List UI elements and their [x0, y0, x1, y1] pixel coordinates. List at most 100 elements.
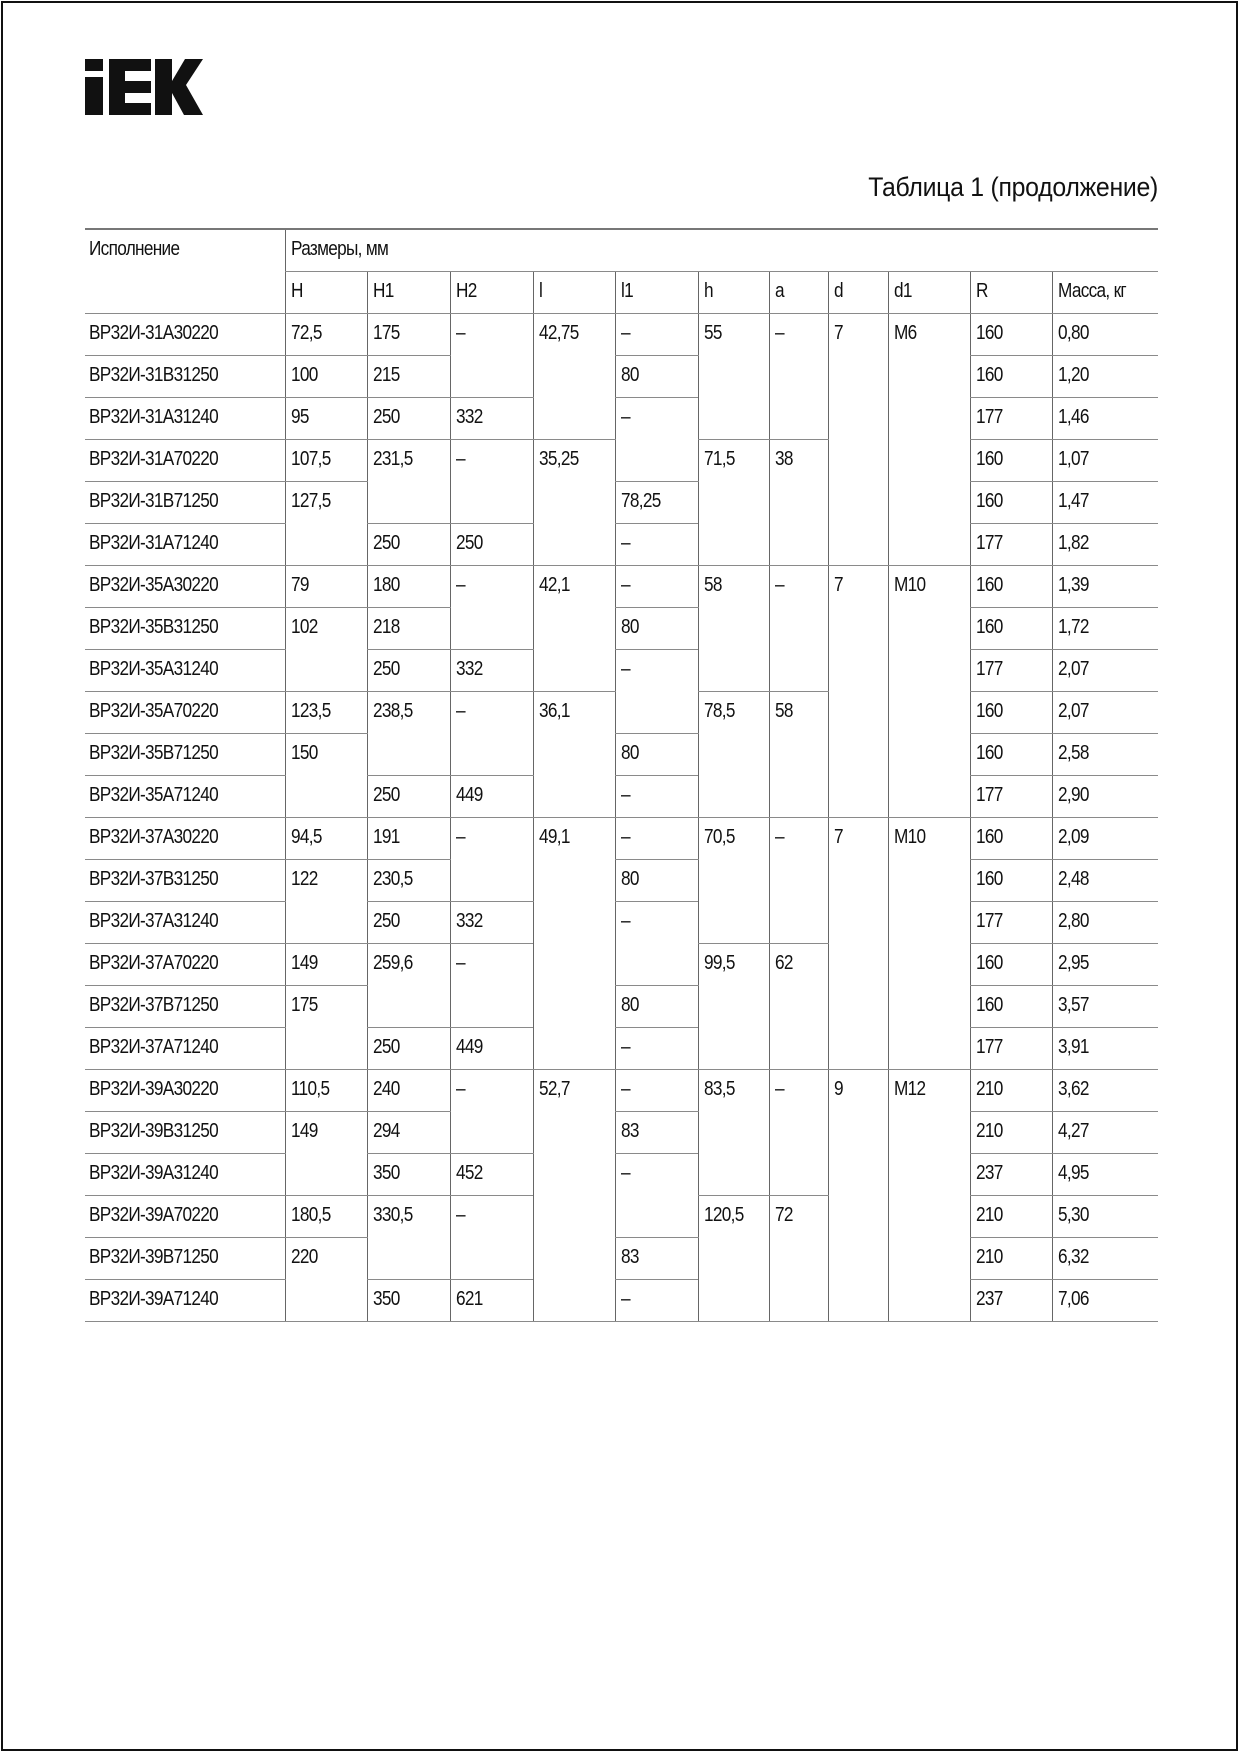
model-cell: ВР32И-39В71250	[85, 1236, 285, 1280]
table-row: ВР32И-31А31240 95 250 332 – 177 1,46	[85, 396, 1159, 482]
value-cell: 127,5	[284, 480, 367, 566]
value-cell: –	[614, 1152, 698, 1238]
model-cell: ВР32И-35В71250	[85, 732, 285, 776]
value-cell: –	[768, 564, 828, 692]
dimensions-table: Исполнение Размеры, мм H H1 H2 l l1 h a d d1 R Мас…	[85, 228, 1159, 1322]
value-cell: 79	[284, 564, 367, 608]
model-cell: ВР32И-39В31250	[85, 1110, 285, 1154]
model-cell: ВР32И-39А30220	[85, 1068, 285, 1112]
value-cell: 0,80	[1051, 312, 1159, 356]
table-row: ВР32И-37В71250 175 80 160 3,57	[85, 984, 1159, 1070]
value-cell: 1,46	[1051, 396, 1159, 440]
table-row: ВР32И-31В31250 100 215 80 160 1,20	[85, 354, 1159, 398]
value-cell: М10	[887, 816, 970, 1070]
value-cell: 160	[969, 942, 1052, 986]
table-row: ВР32И-37А31240 250 332 – 177 2,80	[85, 900, 1159, 986]
model-cell: ВР32И-37В71250	[85, 984, 285, 1028]
value-cell: 621	[449, 1278, 533, 1322]
model-cell: ВР32И-31А30220	[85, 312, 285, 356]
value-cell: 58	[768, 690, 828, 818]
value-cell: 83,5	[697, 1068, 769, 1196]
table-row: ВР32И-39А31240 350 452 – 237 4,95	[85, 1152, 1159, 1238]
value-cell: 215	[366, 354, 450, 398]
value-cell: 332	[449, 396, 533, 440]
value-cell: 4,27	[1051, 1110, 1159, 1154]
value-cell: 220	[284, 1236, 367, 1322]
model-cell: ВР32И-37А30220	[85, 816, 285, 860]
value-cell: 7	[827, 564, 888, 818]
value-cell: 80	[614, 732, 698, 776]
value-cell: 160	[969, 984, 1052, 1028]
value-cell: 177	[969, 774, 1052, 818]
value-cell: 175	[366, 312, 450, 356]
model-cell: ВР32И-35А70220	[85, 690, 285, 734]
value-cell: –	[449, 690, 533, 776]
value-cell: 177	[969, 648, 1052, 692]
table-row: ВР32И-39В71250 220 83 210 6,32	[85, 1236, 1159, 1322]
value-cell: 55	[697, 312, 769, 440]
value-cell: 2,07	[1051, 648, 1159, 692]
column-header: d1	[887, 270, 970, 314]
value-cell: 1,39	[1051, 564, 1159, 608]
value-cell: 58	[697, 564, 769, 692]
value-cell: 1,72	[1051, 606, 1159, 650]
value-cell: 449	[449, 1026, 533, 1070]
value-cell: –	[768, 1068, 828, 1196]
table-row: ВР32И-37В31250 122 230,5 80 160 2,48	[85, 858, 1159, 944]
value-cell: 1,20	[1051, 354, 1159, 398]
model-cell: ВР32И-31А70220	[85, 438, 285, 482]
table-row: ВР32И-31А70220 107,5 231,5–35,25 71,5 38 160 1…	[85, 438, 1159, 566]
value-cell: 6,32	[1051, 1236, 1159, 1280]
value-cell: 3,91	[1051, 1026, 1159, 1070]
value-cell: 83	[614, 1110, 698, 1154]
value-cell: 123,5	[284, 690, 367, 734]
table-row: ВР32И-31А30220 72,5 175–42,75–55–7 М6 160 0,8…	[85, 312, 1159, 566]
table-row: ВР32И-35А70220 123,5 238,5–36,1 78,5 58 160 2,…	[85, 690, 1159, 818]
value-cell: 38	[768, 438, 828, 566]
value-cell: 180,5	[284, 1194, 367, 1238]
value-cell: 42,1	[532, 564, 615, 692]
value-cell: 2,58	[1051, 732, 1159, 776]
value-cell: 52,7	[532, 1068, 615, 1322]
table-row: ВР32И-37А71240 250 449 – 177 3,91	[85, 1026, 1159, 1070]
table-row: ВР32И-31А71240 250 250 – 177 1,82	[85, 522, 1159, 566]
value-cell: 149	[284, 1110, 367, 1196]
value-cell: 2,09	[1051, 816, 1159, 860]
value-cell: 7	[827, 816, 888, 1070]
value-cell: 160	[969, 732, 1052, 776]
value-cell: 110,5	[284, 1068, 367, 1112]
model-cell: ВР32И-37А71240	[85, 1026, 285, 1070]
model-cell: ВР32И-35В31250	[85, 606, 285, 650]
value-cell: 107,5	[284, 438, 367, 482]
value-cell: 250	[366, 648, 450, 692]
value-cell: 191	[366, 816, 450, 860]
table-row: ВР32И-39А71240 350 621 – 237 7,06	[85, 1278, 1159, 1322]
value-cell: 36,1	[532, 690, 615, 818]
value-cell: 160	[969, 606, 1052, 650]
value-cell: 42,75	[532, 312, 615, 440]
value-cell: М12	[887, 1068, 970, 1322]
value-cell: 250	[449, 522, 533, 566]
value-cell: 250	[366, 522, 450, 566]
value-cell: 259,6	[366, 942, 450, 1028]
model-cell: ВР32И-39А70220	[85, 1194, 285, 1238]
model-cell: ВР32И-39А31240	[85, 1152, 285, 1196]
value-cell: 7,06	[1051, 1278, 1159, 1322]
model-cell: ВР32И-31В31250	[85, 354, 285, 398]
value-cell: 120,5	[697, 1194, 769, 1322]
value-cell: 218	[366, 606, 450, 650]
value-cell: 35,25	[532, 438, 615, 566]
value-cell: 1,47	[1051, 480, 1159, 524]
value-cell: 160	[969, 438, 1052, 482]
model-cell: ВР32И-37В31250	[85, 858, 285, 902]
value-cell: –	[768, 816, 828, 944]
value-cell: 160	[969, 480, 1052, 524]
model-cell: ВР32И-31А31240	[85, 396, 285, 440]
value-cell: –	[449, 1068, 533, 1154]
value-cell: –	[449, 438, 533, 524]
column-header: l	[532, 270, 615, 314]
value-cell: 350	[366, 1278, 450, 1322]
value-cell: 238,5	[366, 690, 450, 776]
value-cell: 452	[449, 1152, 533, 1196]
value-cell: 49,1	[532, 816, 615, 1070]
